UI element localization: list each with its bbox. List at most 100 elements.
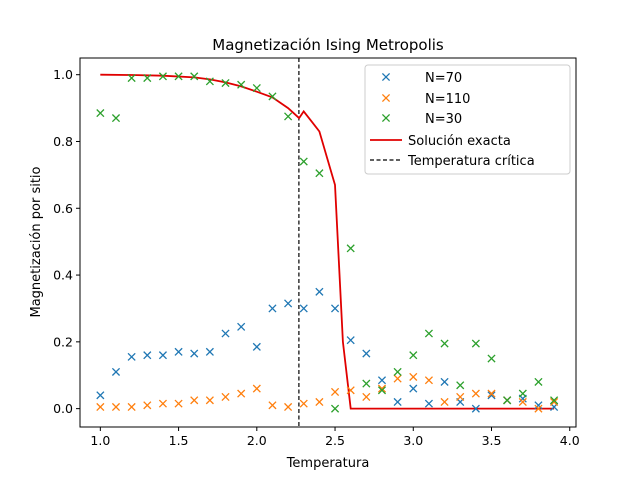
data-point	[174, 399, 183, 408]
data-point	[487, 354, 496, 363]
data-point	[362, 349, 371, 358]
data-point	[346, 244, 355, 253]
data-point	[315, 287, 324, 296]
data-point	[205, 77, 214, 86]
data-point	[158, 72, 167, 81]
data-point	[518, 389, 527, 398]
data-point	[205, 396, 214, 405]
series-n-30	[96, 72, 559, 413]
data-point	[299, 304, 308, 313]
y-tick-label: 0.6	[53, 201, 73, 216]
data-point	[143, 401, 152, 410]
x-tick-label: 2.5	[325, 433, 345, 448]
x-axis-label: Temperatura	[286, 456, 370, 471]
x-tick-label: 3.5	[482, 433, 502, 448]
data-point	[315, 397, 324, 407]
data-point	[471, 339, 480, 348]
data-point	[456, 392, 465, 402]
x-tick-label: 4.0	[560, 433, 580, 448]
data-point	[96, 391, 105, 400]
data-point	[456, 381, 465, 390]
data-point	[111, 367, 121, 376]
data-point	[487, 389, 496, 398]
data-point	[284, 402, 293, 412]
legend-label: Temperatura crítica	[407, 154, 535, 169]
data-point	[377, 376, 387, 385]
data-point	[252, 83, 261, 93]
plot-area	[96, 58, 559, 427]
chart-title: Magnetización Ising Metropolis	[212, 36, 444, 54]
data-point	[158, 399, 167, 408]
data-point	[503, 396, 512, 405]
data-point	[346, 386, 355, 395]
data-point	[237, 80, 246, 89]
data-point	[127, 402, 136, 412]
data-point	[550, 397, 559, 407]
data-point	[190, 396, 199, 405]
data-point	[299, 157, 308, 166]
legend-marker	[381, 93, 391, 103]
data-point	[268, 92, 277, 101]
data-point	[424, 376, 433, 385]
data-point	[315, 169, 324, 178]
data-point	[362, 392, 371, 402]
data-point	[534, 404, 543, 413]
data-point	[190, 72, 199, 81]
data-point	[205, 347, 214, 356]
x-tick-label: 1.5	[169, 433, 189, 448]
data-point	[424, 329, 433, 338]
data-point	[221, 78, 230, 88]
data-point	[424, 399, 433, 408]
data-point	[550, 396, 559, 405]
data-point	[284, 112, 293, 121]
data-point	[252, 342, 261, 351]
y-tick-label: 0.0	[53, 401, 73, 416]
data-point	[330, 304, 340, 313]
data-point	[409, 372, 418, 381]
legend-marker	[381, 113, 391, 123]
y-axis-label: Magnetización por sitio	[29, 166, 44, 317]
plot-frame	[79, 57, 577, 428]
data-point	[221, 392, 230, 402]
legend-label: N=30	[425, 112, 462, 127]
x-tick-label: 3.0	[403, 433, 423, 448]
data-point	[96, 109, 105, 118]
data-point	[111, 114, 121, 123]
data-point	[393, 374, 402, 383]
legend-marker	[381, 72, 391, 82]
data-point	[127, 352, 136, 361]
data-point	[127, 73, 136, 83]
y-tick-label: 1.0	[53, 67, 73, 82]
data-point	[299, 399, 308, 408]
data-point	[487, 391, 496, 400]
x-axis-ticks: 1.0 1.5 2.0 2.5 3.0 3.5 4.0	[90, 427, 580, 448]
data-point	[268, 304, 277, 313]
exact-solution-line	[100, 73, 555, 410]
data-point	[284, 299, 293, 308]
legend-label: N=70	[425, 71, 462, 86]
y-axis-ticks: 0.0 0.2 0.4 0.6 0.8 1.0	[53, 67, 80, 416]
legend: N=70 N=110 N=30 Solución exacta Temperatura …	[364, 64, 571, 175]
data-point	[409, 351, 418, 360]
y-tick-label: 0.4	[53, 268, 73, 283]
x-tick-label: 1.0	[90, 433, 110, 448]
data-point	[252, 384, 261, 393]
legend-label: Solución exacta	[408, 134, 511, 149]
data-point	[362, 379, 371, 388]
data-point	[268, 401, 277, 410]
data-point	[174, 347, 183, 356]
data-point	[393, 367, 402, 376]
data-point	[143, 73, 152, 83]
data-point	[237, 389, 246, 398]
x-tick-label: 2.0	[247, 433, 267, 448]
y-tick-label: 0.2	[53, 334, 73, 349]
data-point	[221, 329, 230, 338]
data-point	[111, 402, 121, 412]
data-point	[534, 377, 543, 386]
series-n-110	[96, 372, 559, 413]
data-point	[518, 397, 527, 407]
data-point	[237, 322, 246, 331]
data-point	[393, 397, 402, 407]
data-point	[440, 339, 449, 348]
data-point	[409, 384, 418, 393]
